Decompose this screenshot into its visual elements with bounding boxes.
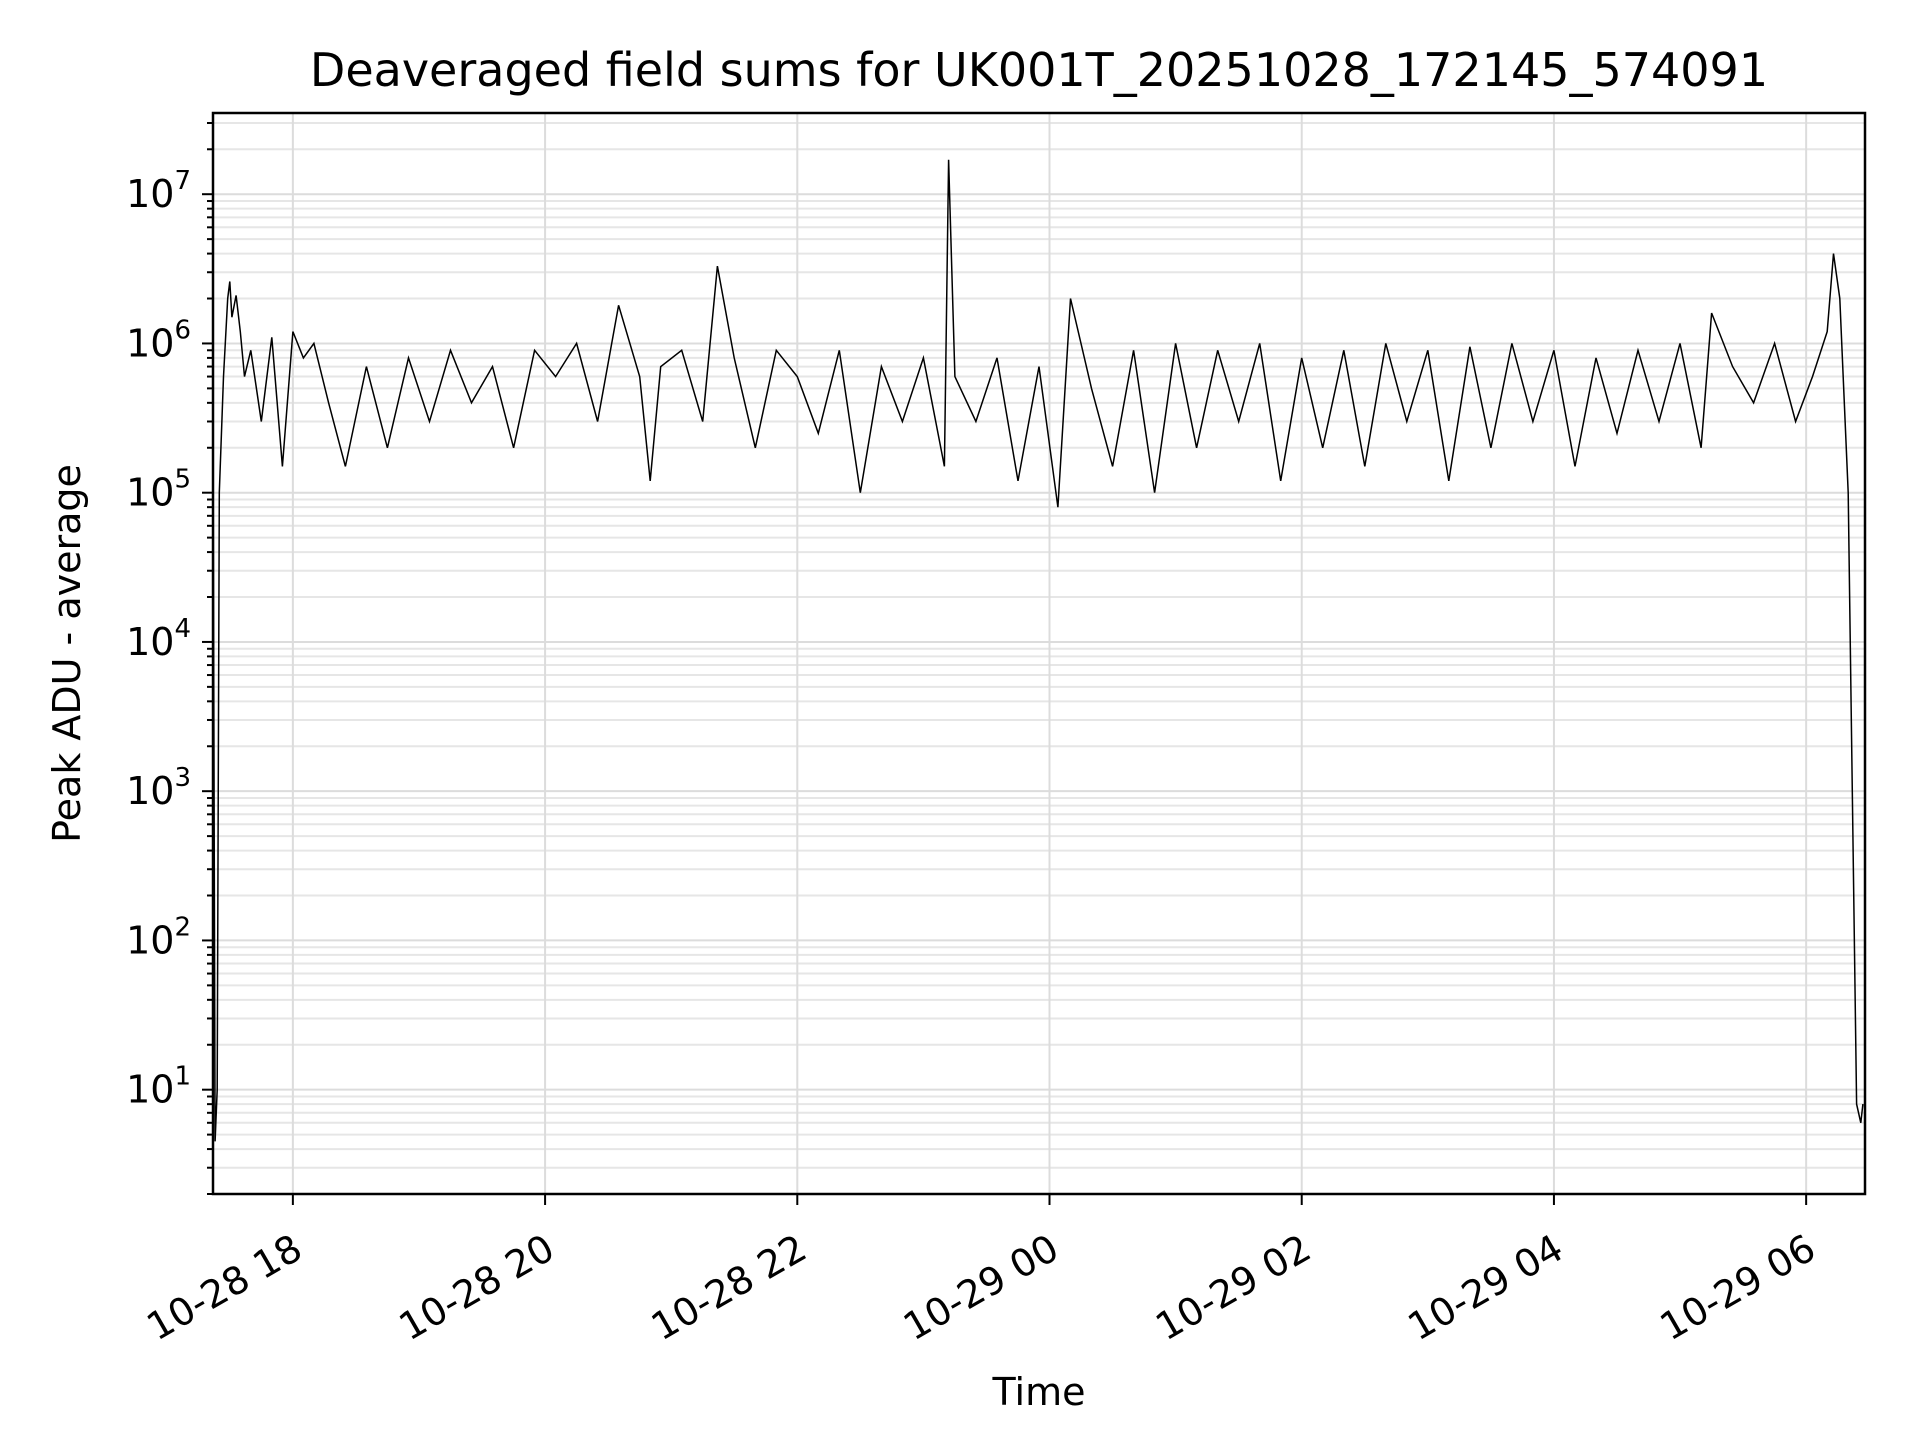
y-tick-label: 104 xyxy=(126,614,191,664)
series-line xyxy=(212,159,1864,1142)
y-axis-label: Peak ADU - average xyxy=(45,464,89,843)
y-tick-label: 107 xyxy=(126,166,191,216)
y-tick-label: 102 xyxy=(126,912,191,962)
x-tick-label: 10-29 04 xyxy=(1400,1226,1570,1350)
x-tick-label: 10-28 20 xyxy=(392,1226,562,1350)
ticks-layer: 101 102 103 104 105 106 107 10-28 18 10-28 20 10-… xyxy=(126,121,1823,1350)
grid-layer xyxy=(213,113,1865,1195)
x-tick-label: 10-29 00 xyxy=(896,1226,1066,1350)
chart-title: Deaveraged field sums for UK001T_2025102… xyxy=(310,43,1768,97)
x-tick-label: 10-28 18 xyxy=(139,1226,309,1350)
x-tick-label: 10-29 06 xyxy=(1653,1226,1823,1350)
y-tick-label: 105 xyxy=(126,465,191,515)
y-tick-label: 103 xyxy=(126,763,191,813)
x-tick-label: 10-28 22 xyxy=(644,1226,814,1350)
plot-frame xyxy=(211,111,1867,1196)
y-tick-label: 101 xyxy=(126,1062,191,1112)
x-tick-label: 10-29 02 xyxy=(1148,1226,1318,1350)
y-tick-label: 106 xyxy=(126,315,191,365)
x-axis-label: Time xyxy=(992,1370,1086,1414)
